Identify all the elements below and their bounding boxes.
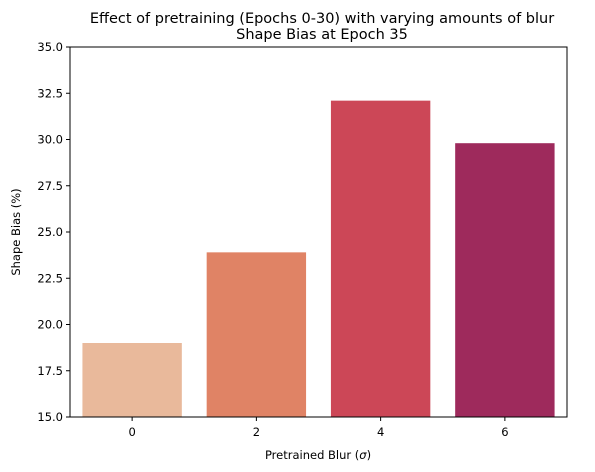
x-axis-label: Pretrained Blur (σ) (265, 448, 371, 462)
y-tick-label: 17.5 (37, 364, 63, 378)
y-tick-label: 32.5 (37, 86, 63, 100)
y-tick-label: 35.0 (37, 40, 63, 54)
x-tick-label: 0 (128, 425, 135, 439)
plot-frame (69, 46, 568, 418)
y-tick-label: 20.0 (37, 318, 63, 332)
bar-2 (206, 252, 307, 417)
bar-6 (455, 143, 555, 417)
y-tick-label: 25.0 (37, 225, 63, 239)
y-tick-label: 27.5 (37, 179, 63, 193)
y-axis-label: Shape Bias (%) (9, 188, 23, 275)
x-tick-label: 2 (253, 425, 260, 439)
chart-subtitle: Shape Bias at Epoch 35 (236, 27, 408, 43)
chart-title: Effect of pretraining (Epochs 0-30) with… (90, 11, 554, 27)
y-tick-label: 30.0 (37, 133, 63, 147)
bar-4 (330, 100, 431, 418)
x-tick-label: 6 (501, 425, 508, 439)
y-tick-label: 15.0 (37, 410, 63, 424)
x-tick-label: 4 (377, 425, 384, 439)
plot-area: 0 2 4 6 15.0 17.5 20.0 22.5 25.0 27.5 30.0 32.5 35.0 (37, 40, 555, 439)
sigma-symbol: σ (359, 448, 367, 462)
bar-0 (82, 343, 182, 417)
y-tick-label: 22.5 (37, 271, 63, 285)
